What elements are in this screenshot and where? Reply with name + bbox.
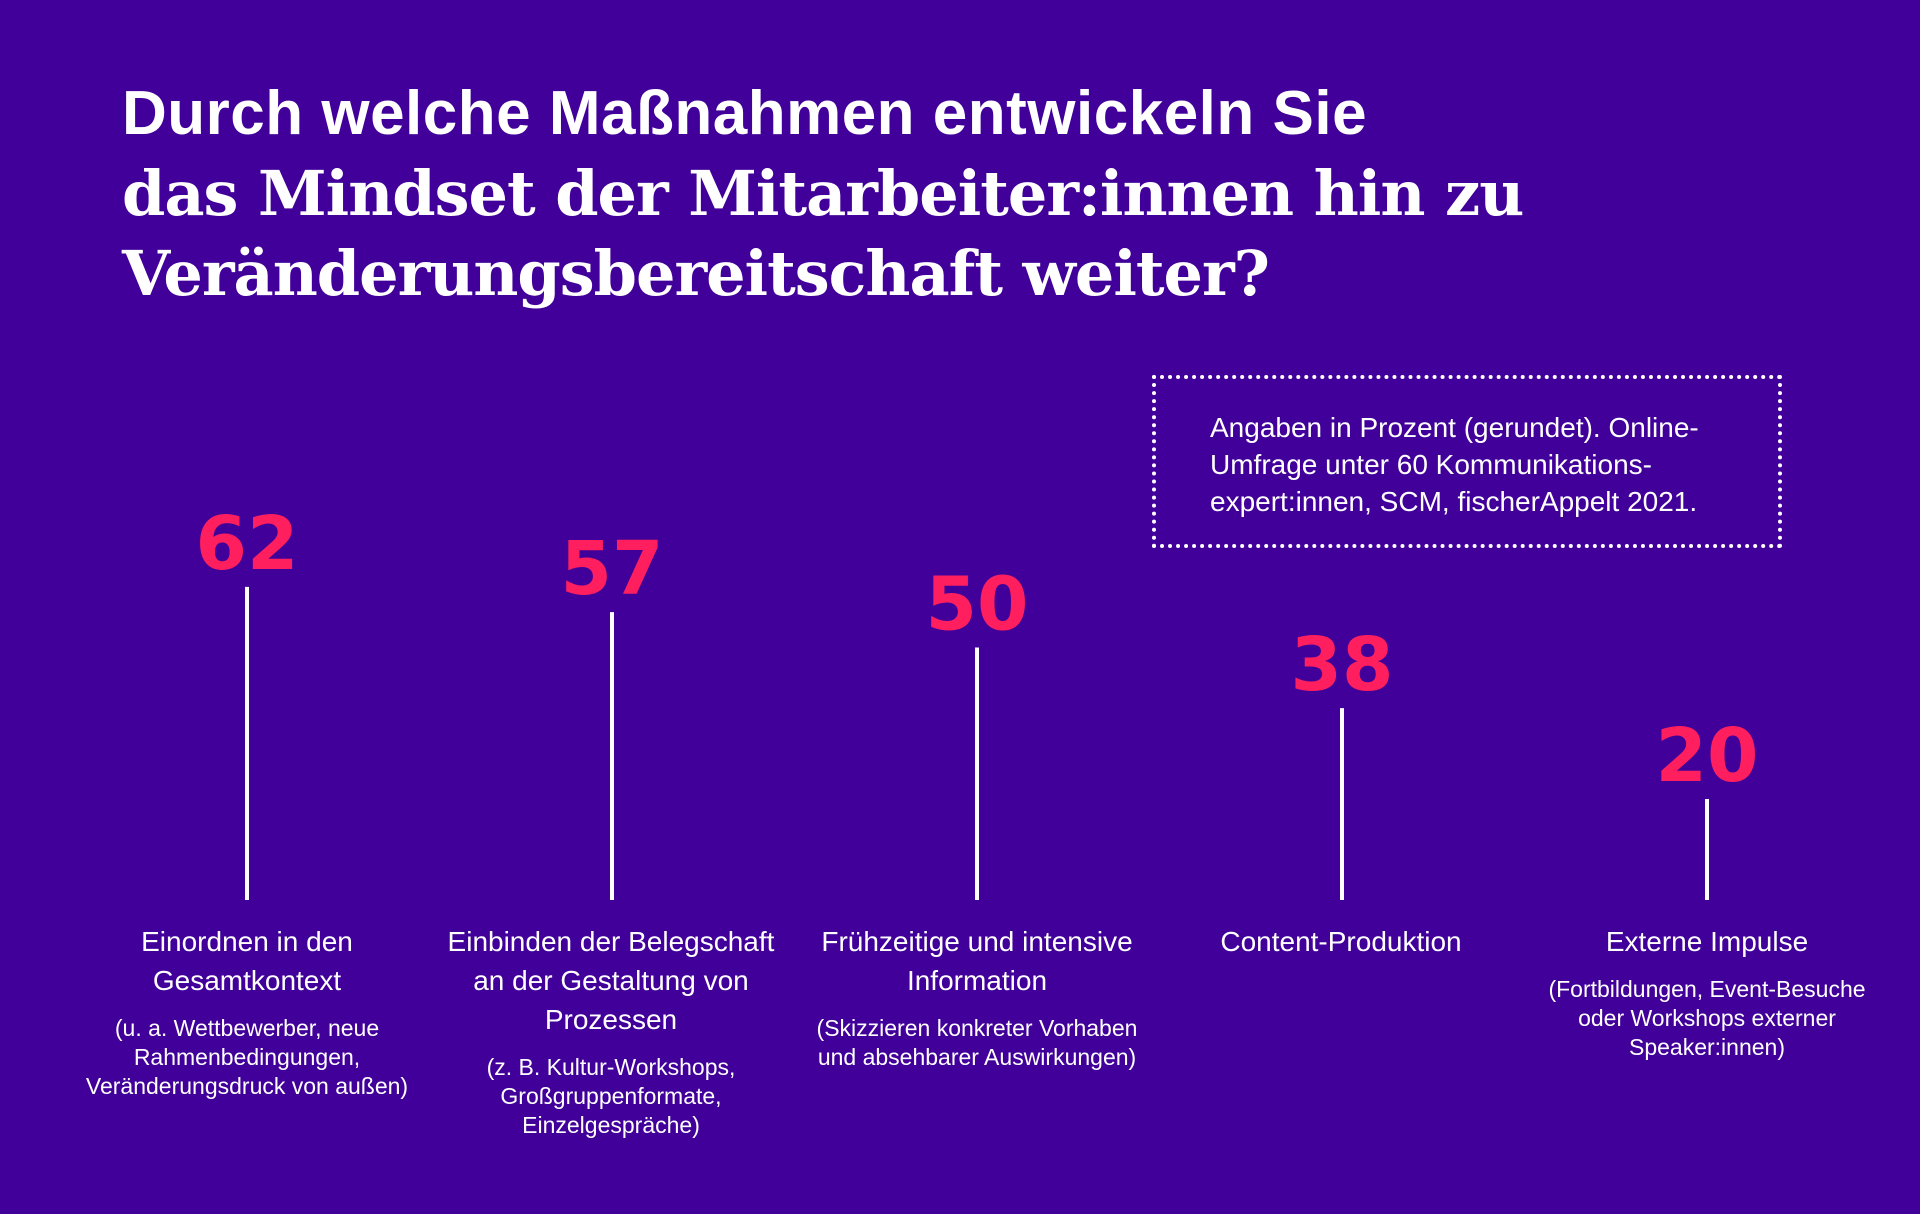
category-block-1: Einordnen in den Gesamtkontext (u. a. We…: [82, 922, 412, 1101]
category-label: Einordnen in den Gesamtkontext: [141, 926, 353, 996]
title-line-3: Veränderungsbereitschaft weiter?: [122, 237, 1270, 310]
title-line-2: das Mindset der Mitarbeiter:innen hin zu: [122, 157, 1524, 230]
category-label: Externe Impulse: [1605, 926, 1809, 957]
category-description: (u. a. Wettbewerber, neue Rahmenbedingun…: [85, 1015, 409, 1099]
value-label: 57: [561, 526, 664, 612]
category-label: Frühzeitige und intensive Information: [821, 926, 1133, 996]
title-line-1: Durch welche Maßnahmen entwickeln Sie: [122, 79, 1368, 148]
category-description: (z. B. Kultur-Workshops, Großgruppenform…: [486, 1054, 736, 1138]
category-label: Content-Produktion: [1220, 926, 1462, 957]
value-label: 50: [926, 562, 1029, 648]
value-label: 20: [1656, 713, 1759, 799]
chart-title: Durch welche Maßnahmen entwickeln Sie da…: [122, 74, 1622, 314]
category-description: (Skizzieren konkreter Vorhaben und abseh…: [816, 1015, 1138, 1070]
value-label: 62: [196, 501, 299, 587]
category-block-2: Einbinden der Belegschaft an der Gestalt…: [446, 922, 776, 1140]
category-block-4: Content-Produktion: [1176, 922, 1506, 975]
category-label: Einbinden der Belegschaft an der Gestalt…: [447, 926, 775, 1035]
category-block-3: Frühzeitige und intensive Information (S…: [812, 922, 1142, 1072]
source-note: Angaben in Prozent (gerundet). Online-Um…: [1152, 375, 1782, 548]
category-block-5: Externe Impulse (Fortbildungen, Event-Be…: [1542, 922, 1872, 1062]
category-description: (Fortbildungen, Event-Besuche oder Works…: [1548, 976, 1866, 1060]
value-label: 38: [1291, 622, 1394, 708]
